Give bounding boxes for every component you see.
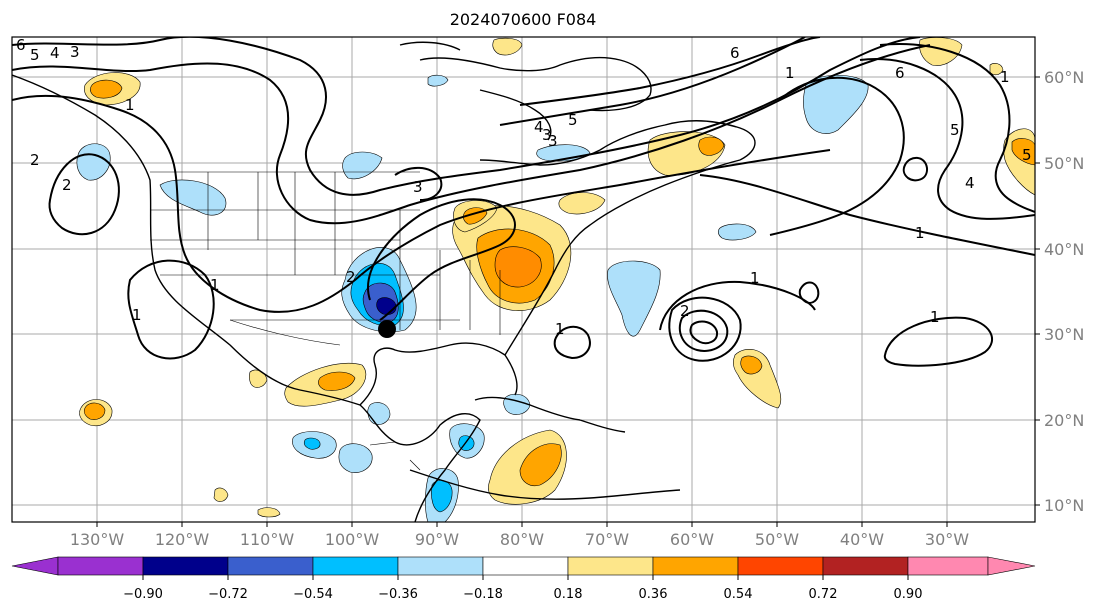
political-borders <box>150 171 501 471</box>
colorbar-tick-label: 0.72 <box>809 587 838 602</box>
colorbar-segment <box>822 556 909 576</box>
contour-label: 5 <box>950 121 960 139</box>
contour-label-group: 6 5 4 3 1 2 2 1 3 5 4 3 6 1 6 5 4 5 3 2 … <box>16 36 1032 338</box>
colorbar-segment <box>567 556 654 576</box>
colorbar-tick-label: 0.54 <box>724 587 753 602</box>
colorbar-extend-min <box>11 556 59 576</box>
contour-label: 3 <box>413 178 423 196</box>
colorbar-segment <box>397 556 484 576</box>
colorbar-segment <box>652 556 739 576</box>
colorbar-segment <box>227 556 314 576</box>
contour-label: 4 <box>965 174 975 192</box>
lon-ticks <box>96 522 948 527</box>
colorbar-segment <box>482 556 569 576</box>
colorbar-tick-label: −0.72 <box>208 587 248 602</box>
lat-label: 50°N <box>1044 154 1084 173</box>
colorbar-tick-label: 0.18 <box>554 587 583 602</box>
lat-label: 60°N <box>1044 68 1084 87</box>
lat-label: 30°N <box>1044 325 1084 344</box>
lon-label: 120°W <box>155 530 210 549</box>
contour-label: 3 <box>70 43 80 61</box>
contour-label: 3 <box>548 132 558 150</box>
contour-label: 6 <box>895 64 905 82</box>
contour-label: 2 <box>62 176 72 194</box>
contour-label: 5 <box>568 111 578 129</box>
contour-label: 1 <box>210 276 220 294</box>
contour-label: 1 <box>785 64 795 82</box>
colorbar-segment <box>907 556 989 576</box>
contour-label: 4 <box>534 118 544 136</box>
colorbar-tick-label: −0.54 <box>293 587 333 602</box>
colorbar-tick-label: 0.90 <box>894 587 923 602</box>
lon-label: 70°W <box>585 530 629 549</box>
contour-label: 1 <box>750 269 760 287</box>
contour-label: 2 <box>30 151 40 169</box>
lat-label: 20°N <box>1044 411 1084 430</box>
contour-label: 1 <box>125 96 135 114</box>
contour-label: 6 <box>16 36 26 54</box>
lat-ticks <box>1035 76 1040 506</box>
contour-label: 1 <box>1000 68 1010 86</box>
map-title: 2024070600 F084 <box>450 10 597 29</box>
lat-label: 10°N <box>1044 496 1084 515</box>
lon-label: 130°W <box>70 530 125 549</box>
contour-label: 4 <box>50 44 60 62</box>
colorbar-ticks <box>142 575 909 580</box>
contour-label: 5 <box>30 46 40 64</box>
positive-anomaly-shading <box>79 37 1035 518</box>
contour-label: 5 <box>1022 146 1032 164</box>
map-frame <box>11 36 1036 523</box>
storm-center-marker <box>378 320 396 338</box>
colorbar-tick-label: −0.90 <box>123 587 163 602</box>
contour-label: 1 <box>930 308 940 326</box>
colorbar-segment <box>142 556 229 576</box>
contour-label: 6 <box>730 44 740 62</box>
colorbar-tick-label: −0.18 <box>463 587 503 602</box>
contour-label: 1 <box>132 306 142 324</box>
contour-label: 1 <box>555 320 565 338</box>
colorbar-tick-label: 0.36 <box>639 587 668 602</box>
lon-label: 60°W <box>670 530 714 549</box>
colorbar-segment <box>737 556 824 576</box>
coastlines <box>12 41 756 522</box>
colorbar-tick-label: −0.36 <box>378 587 418 602</box>
colorbar-segment <box>57 556 144 576</box>
lon-label: 80°W <box>500 530 544 549</box>
contour-label: 1 <box>915 224 925 242</box>
colorbar-segment <box>312 556 399 576</box>
lon-label: 30°W <box>925 530 969 549</box>
contour-label: 2 <box>346 268 356 286</box>
contour-label: 3 <box>542 126 552 144</box>
lon-label: 40°W <box>840 530 884 549</box>
map-area: 6 5 4 3 1 2 2 1 3 5 4 3 6 1 6 5 4 5 3 2 … <box>12 36 1035 522</box>
lon-label: 50°W <box>755 530 799 549</box>
lon-label: 90°W <box>415 530 459 549</box>
colorbar-extend-max <box>987 556 1036 576</box>
lat-label: 40°N <box>1044 240 1084 259</box>
contour-label: 2 <box>680 302 690 320</box>
lon-label: 100°W <box>325 530 380 549</box>
colorbar <box>11 556 1036 576</box>
lon-label: 110°W <box>240 530 295 549</box>
